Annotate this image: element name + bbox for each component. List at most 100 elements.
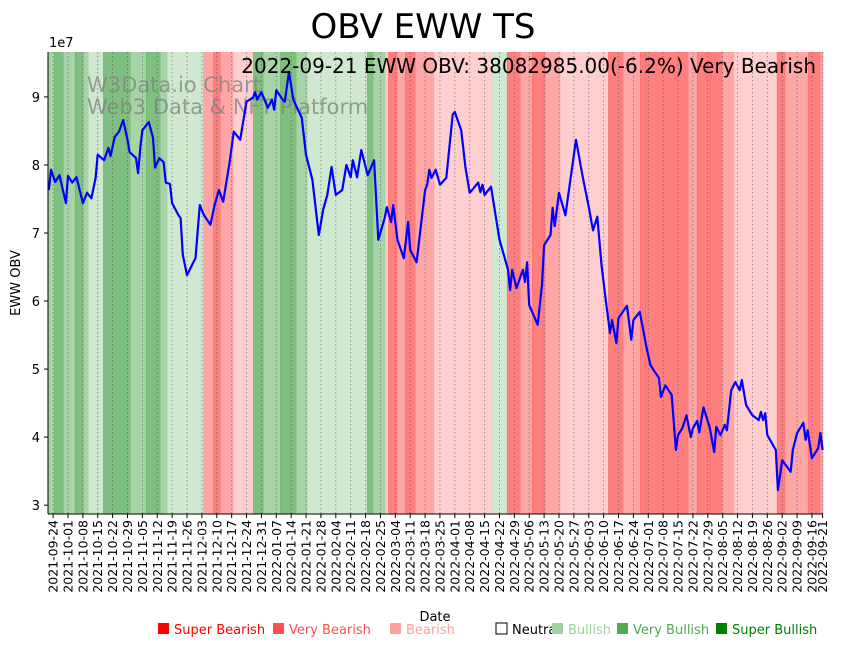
- legend-label: Bullish: [568, 623, 611, 638]
- band-super-bearish: [532, 52, 545, 514]
- legend-item-bullish: Bullish: [552, 623, 611, 638]
- legend-label: Super Bullish: [732, 623, 817, 638]
- x-tick-label: 2022-01-21: [299, 520, 314, 593]
- x-tick-label: 2022-04-15: [477, 520, 492, 593]
- x-tick-label: 2022-05-27: [566, 520, 581, 593]
- band-very-bullish: [160, 52, 167, 514]
- x-tick-label: 2021-12-10: [209, 520, 224, 593]
- band-very-bullish: [130, 52, 146, 514]
- x-tick-label: 2021-12-17: [224, 520, 239, 593]
- legend-item-bearish: Bearish: [390, 623, 455, 638]
- band-super-bearish: [777, 52, 785, 514]
- watermark-line-2: Web3 Data & NFT Platform: [87, 95, 368, 119]
- legend-swatch: [273, 623, 284, 634]
- y-tick-label: 9: [32, 91, 40, 106]
- y-tick-label: 4: [32, 431, 40, 446]
- band-super-bearish: [645, 52, 688, 514]
- legend-label: Super Bearish: [174, 623, 265, 638]
- x-tick-label: 2022-04-01: [447, 520, 462, 593]
- x-tick-label: 2022-02-11: [343, 520, 358, 593]
- band-very-bullish: [263, 52, 280, 514]
- x-tick-label: 2022-05-13: [537, 520, 552, 593]
- x-tick-label: 2022-02-18: [358, 520, 373, 593]
- x-tick-label: 2022-04-22: [492, 520, 507, 593]
- band-bullish: [307, 52, 367, 514]
- band-very-bearish: [623, 52, 640, 514]
- band-bearish: [385, 52, 388, 514]
- x-tick-label: 2021-11-19: [165, 520, 180, 593]
- x-tick-label: 2022-09-21: [815, 520, 830, 593]
- x-tick-label: 2021-12-24: [239, 520, 254, 593]
- x-tick-label: 2021-12-03: [194, 520, 209, 593]
- band-very-bullish: [63, 52, 75, 514]
- x-tick-label: 2022-03-18: [418, 520, 433, 593]
- band-very-bearish: [785, 52, 808, 514]
- y-tick-label: 7: [32, 227, 40, 242]
- band-super-bearish: [608, 52, 623, 514]
- chart-title: OBV EWW TS: [311, 7, 536, 47]
- legend-item-neutral: Neutral: [496, 623, 560, 638]
- band-super-bullish: [75, 52, 83, 514]
- band-bullish: [88, 52, 103, 514]
- y-tick-label: 5: [32, 363, 40, 378]
- x-tick-label: 2022-01-07: [269, 520, 284, 593]
- x-tick-label: 2022-09-09: [790, 520, 805, 593]
- x-tick-label: 2022-09-02: [775, 520, 790, 593]
- x-tick-label: 2022-01-14: [284, 520, 299, 593]
- x-tick-label: 2021-09-24: [46, 520, 61, 593]
- band-super-bullish: [54, 52, 63, 514]
- band-super-bearish: [640, 52, 645, 514]
- x-tick-label: 2022-05-06: [522, 520, 537, 593]
- legend-swatch: [496, 623, 507, 634]
- legend-swatch: [716, 623, 727, 634]
- legend-label: Very Bearish: [289, 623, 371, 638]
- x-tick-label: 2022-07-15: [671, 520, 686, 593]
- x-tick-label: 2022-01-28: [313, 520, 328, 593]
- band-super-bullish: [367, 52, 373, 514]
- x-tick-label: 2022-07-01: [641, 520, 656, 593]
- x-tick-label: 2022-06-10: [596, 520, 611, 593]
- x-tick-label: 2022-07-29: [700, 520, 715, 593]
- band-bearish: [734, 52, 777, 514]
- band-super-bearish: [697, 52, 710, 514]
- legend-item-very-bearish: Very Bearish: [273, 623, 371, 638]
- x-tick-label: 2022-07-22: [685, 520, 700, 593]
- x-tick-label: 2022-08-05: [715, 520, 730, 593]
- legend-label: Very Bullish: [633, 623, 709, 638]
- x-tick-label: 2022-03-04: [388, 520, 403, 593]
- x-tick-label: 2022-03-11: [403, 520, 418, 593]
- watermark-line-1: W3Data.io Chart: [87, 73, 261, 97]
- x-tick-label: 2022-07-08: [656, 520, 671, 593]
- legend-swatch: [158, 623, 169, 634]
- band-very-bearish: [397, 52, 405, 514]
- legend-label: Bearish: [406, 623, 455, 638]
- band-very-bullish: [83, 52, 88, 514]
- latest-value-annotation: 2022-09-21 EWW OBV: 38082985.00(-6.2%) V…: [241, 54, 816, 78]
- band-super-bullish: [280, 52, 296, 514]
- x-tick-label: 2021-10-01: [60, 520, 75, 593]
- x-tick-label: 2021-10-29: [120, 520, 135, 593]
- legend: Super Bearish Very Bearish Bearish Neutral B…: [158, 623, 817, 638]
- x-tick-label: 2022-08-26: [760, 520, 775, 593]
- x-tick-label: 2022-03-25: [432, 520, 447, 593]
- legend-item-very-bullish: Very Bullish: [617, 623, 709, 638]
- band-super-bearish: [388, 52, 397, 514]
- band-very-bearish: [520, 52, 532, 514]
- band-very-bearish: [203, 52, 213, 514]
- legend-item-super-bearish: Super Bearish: [158, 623, 265, 638]
- band-very-bullish: [373, 52, 385, 514]
- x-tick-label: 2021-10-15: [90, 520, 105, 593]
- y-scale-label: 1e7: [49, 36, 74, 51]
- x-tick-label: 2022-08-12: [730, 520, 745, 593]
- band-very-bearish: [545, 52, 560, 514]
- y-tick-label: 3: [32, 499, 40, 514]
- x-tick-label: 2022-08-19: [745, 520, 760, 593]
- band-bearish: [434, 52, 492, 514]
- sentiment-bands: [48, 52, 823, 514]
- band-bearish: [560, 52, 608, 514]
- y-tick-label: 8: [32, 159, 40, 174]
- legend-item-super-bullish: Super Bullish: [716, 623, 817, 638]
- x-tick-label: 2021-12-31: [254, 520, 269, 593]
